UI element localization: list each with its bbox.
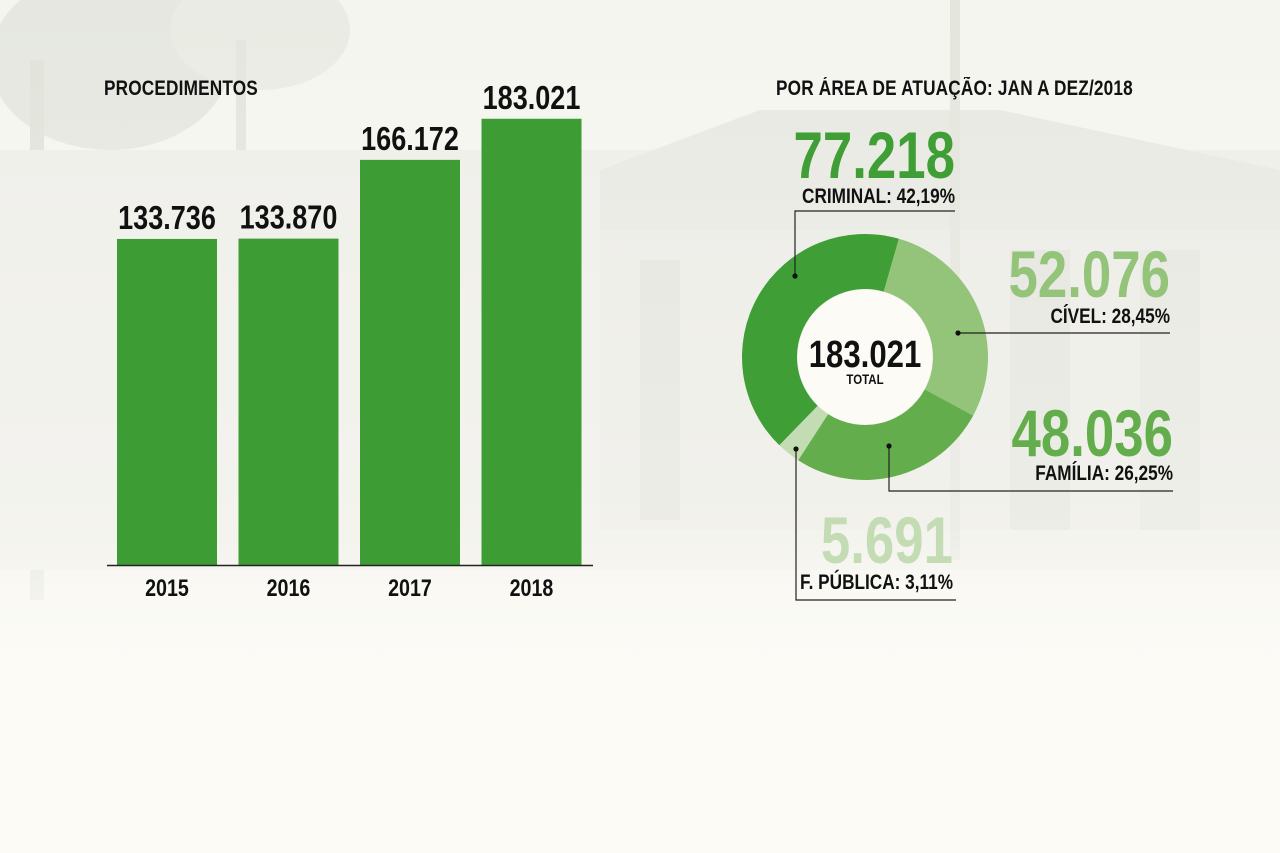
x-tick-label: 2017 [388, 574, 432, 601]
bar-2015 [117, 238, 217, 565]
donut-chart-title: POR ÁREA DE ATUAÇÃO: JAN A DEZ/2018 [776, 77, 1133, 100]
bar-value-label: 133.870 [240, 200, 338, 236]
bar-chart-title: PROCEDIMENTOS [104, 77, 258, 100]
x-tick-label: 2018 [510, 574, 554, 601]
bar-2017 [360, 159, 460, 565]
bar-value-label: 166.172 [361, 121, 459, 157]
bar-value-label: 133.736 [118, 201, 216, 237]
bar-2018 [481, 118, 582, 566]
x-tick-label: 2016 [267, 574, 311, 601]
bar-2016 [238, 238, 339, 565]
bar-value-label: 183.021 [483, 80, 581, 116]
x-tick-label: 2015 [145, 574, 189, 601]
bar-chart: 133.736 2015 133.870 2016 166.172 2017 183.021… [107, 80, 593, 601]
